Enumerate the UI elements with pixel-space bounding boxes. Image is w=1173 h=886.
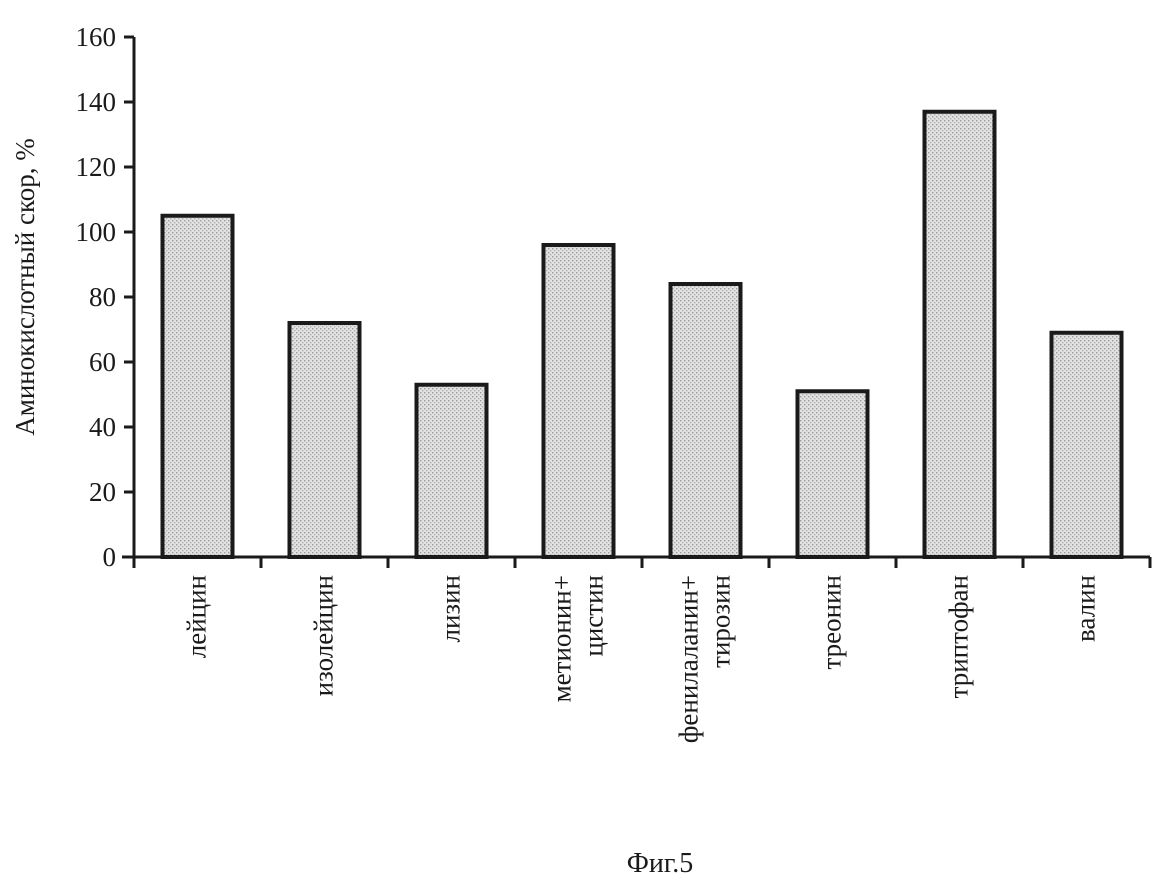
- y-tick-label: 0: [103, 542, 117, 572]
- x-category-label-line: лизин: [436, 575, 466, 643]
- y-tick-label: 80: [89, 282, 116, 312]
- x-category-label-line: лейцин: [182, 575, 212, 658]
- y-tick-label: 120: [76, 152, 117, 182]
- y-tick-label: 40: [89, 412, 116, 442]
- x-category-label-line: триптофан: [944, 575, 974, 698]
- x-category-label-line: тирозин: [706, 575, 736, 668]
- x-category-label: лизин: [436, 575, 466, 643]
- x-axis-ticks: [134, 557, 1150, 568]
- x-axis-labels: лейцин изолейцин лизин метионин+цистин фенил…: [182, 575, 1101, 743]
- bar: [798, 391, 868, 557]
- x-category-label-line: цистин: [579, 575, 609, 657]
- x-category-label-line: треонин: [817, 575, 847, 669]
- x-category-label: лейцин: [182, 575, 212, 658]
- x-category-label: триптофан: [944, 575, 974, 698]
- x-category-label-line: фенилаланин+: [674, 575, 704, 743]
- y-tick-label: 160: [76, 22, 117, 52]
- bar: [1052, 333, 1122, 557]
- bar: [544, 245, 614, 557]
- x-category-label: изолейцин: [309, 575, 339, 696]
- x-category-label: фенилаланин+тирозин: [674, 575, 736, 743]
- y-tick-label: 60: [89, 347, 116, 377]
- bar: [671, 284, 741, 557]
- figure-caption: Фиг.5: [627, 848, 693, 879]
- y-tick-label: 100: [76, 217, 117, 247]
- y-tick-label: 140: [76, 87, 117, 117]
- y-axis-title: Аминокислотный скор, %: [10, 138, 40, 435]
- bar: [417, 385, 487, 557]
- bars: [163, 112, 1122, 557]
- x-category-label-line: валин: [1071, 575, 1101, 642]
- y-tick-label: 20: [89, 477, 116, 507]
- x-category-label-line: изолейцин: [309, 575, 339, 696]
- x-category-label: метионин+цистин: [547, 575, 609, 702]
- x-category-label: валин: [1071, 575, 1101, 642]
- x-category-label: треонин: [817, 575, 847, 669]
- y-axis-ticks: 0 20 40 60 80 100 120 140 160: [76, 22, 135, 572]
- bar: [290, 323, 360, 557]
- bar: [925, 112, 995, 557]
- bar: [163, 216, 233, 557]
- x-category-label-line: метионин+: [547, 575, 577, 702]
